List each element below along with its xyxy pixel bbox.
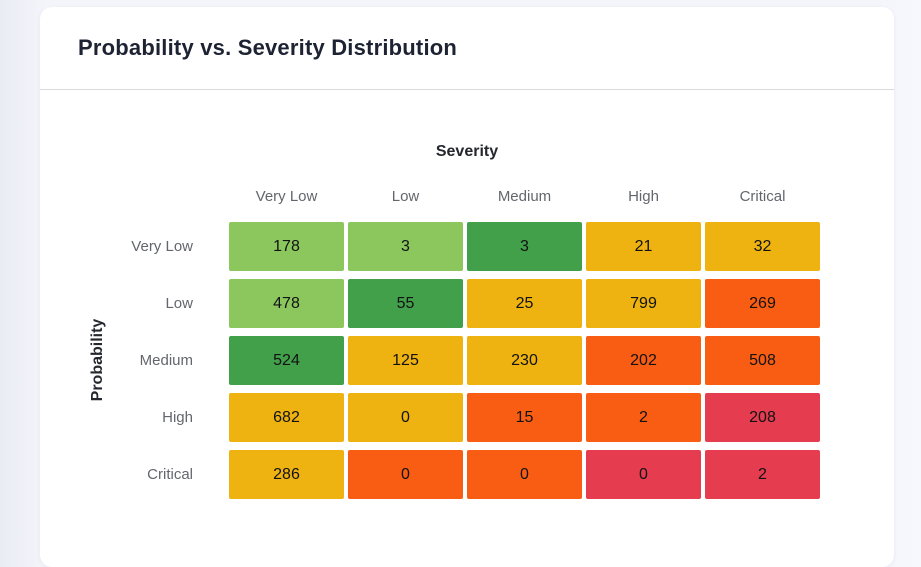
matrix-cell-r0-c1[interactable]: 3 [348,222,463,271]
heatmap-matrix: Very Low Low Medium High Critical Very Low 178… [40,175,822,503]
matrix-cell-r2-c1[interactable]: 125 [348,336,463,385]
matrix-cell-r3-c0[interactable]: 682 [229,393,344,442]
column-header-critical: Critical [739,188,786,205]
matrix-cell-r1-c1[interactable]: 55 [348,279,463,328]
matrix-cell-r1-c3[interactable]: 799 [586,279,701,328]
matrix-cell-r2-c4[interactable]: 508 [705,336,820,385]
matrix-cell-r1-c4[interactable]: 269 [705,279,820,328]
column-header-high: High [628,188,659,205]
column-header-low: Low [391,188,420,205]
matrix-cell-r3-c1[interactable]: 0 [348,393,463,442]
column-header-medium: Medium [497,188,552,205]
x-axis-title: Severity [435,143,499,160]
card-header: Probability vs. Severity Distribution [40,7,894,90]
row-header-very-low: Very Low [131,238,193,255]
row-header-critical: Critical [147,466,193,483]
matrix-cell-r0-c4[interactable]: 32 [705,222,820,271]
matrix-cell-r0-c0[interactable]: 178 [229,222,344,271]
matrix-cell-r1-c0[interactable]: 478 [229,279,344,328]
matrix-cell-r2-c0[interactable]: 524 [229,336,344,385]
matrix-cell-r4-c2[interactable]: 0 [467,450,582,499]
matrix-corner-spacer [40,175,227,218]
chart-title: Probability vs. Severity Distribution [78,35,458,60]
row-header-high: High [162,409,193,426]
row-header-medium: Medium [139,352,193,369]
matrix-cell-r4-c1[interactable]: 0 [348,450,463,499]
matrix-cell-r4-c3[interactable]: 0 [586,450,701,499]
row-header-low: Low [165,295,193,312]
matrix-cell-r3-c3[interactable]: 2 [586,393,701,442]
column-header-very-low: Very Low [255,188,318,205]
matrix-cell-r4-c0[interactable]: 286 [229,450,344,499]
matrix-cell-r0-c2[interactable]: 3 [467,222,582,271]
chart-card: Probability vs. Severity Distribution Se… [40,7,894,567]
matrix-cell-r4-c4[interactable]: 2 [705,450,820,499]
matrix-cell-r1-c2[interactable]: 25 [467,279,582,328]
matrix-cell-r3-c4[interactable]: 208 [705,393,820,442]
matrix-cell-r2-c2[interactable]: 230 [467,336,582,385]
matrix-cell-r0-c3[interactable]: 21 [586,222,701,271]
matrix-cell-r2-c3[interactable]: 202 [586,336,701,385]
matrix-cell-r3-c2[interactable]: 15 [467,393,582,442]
